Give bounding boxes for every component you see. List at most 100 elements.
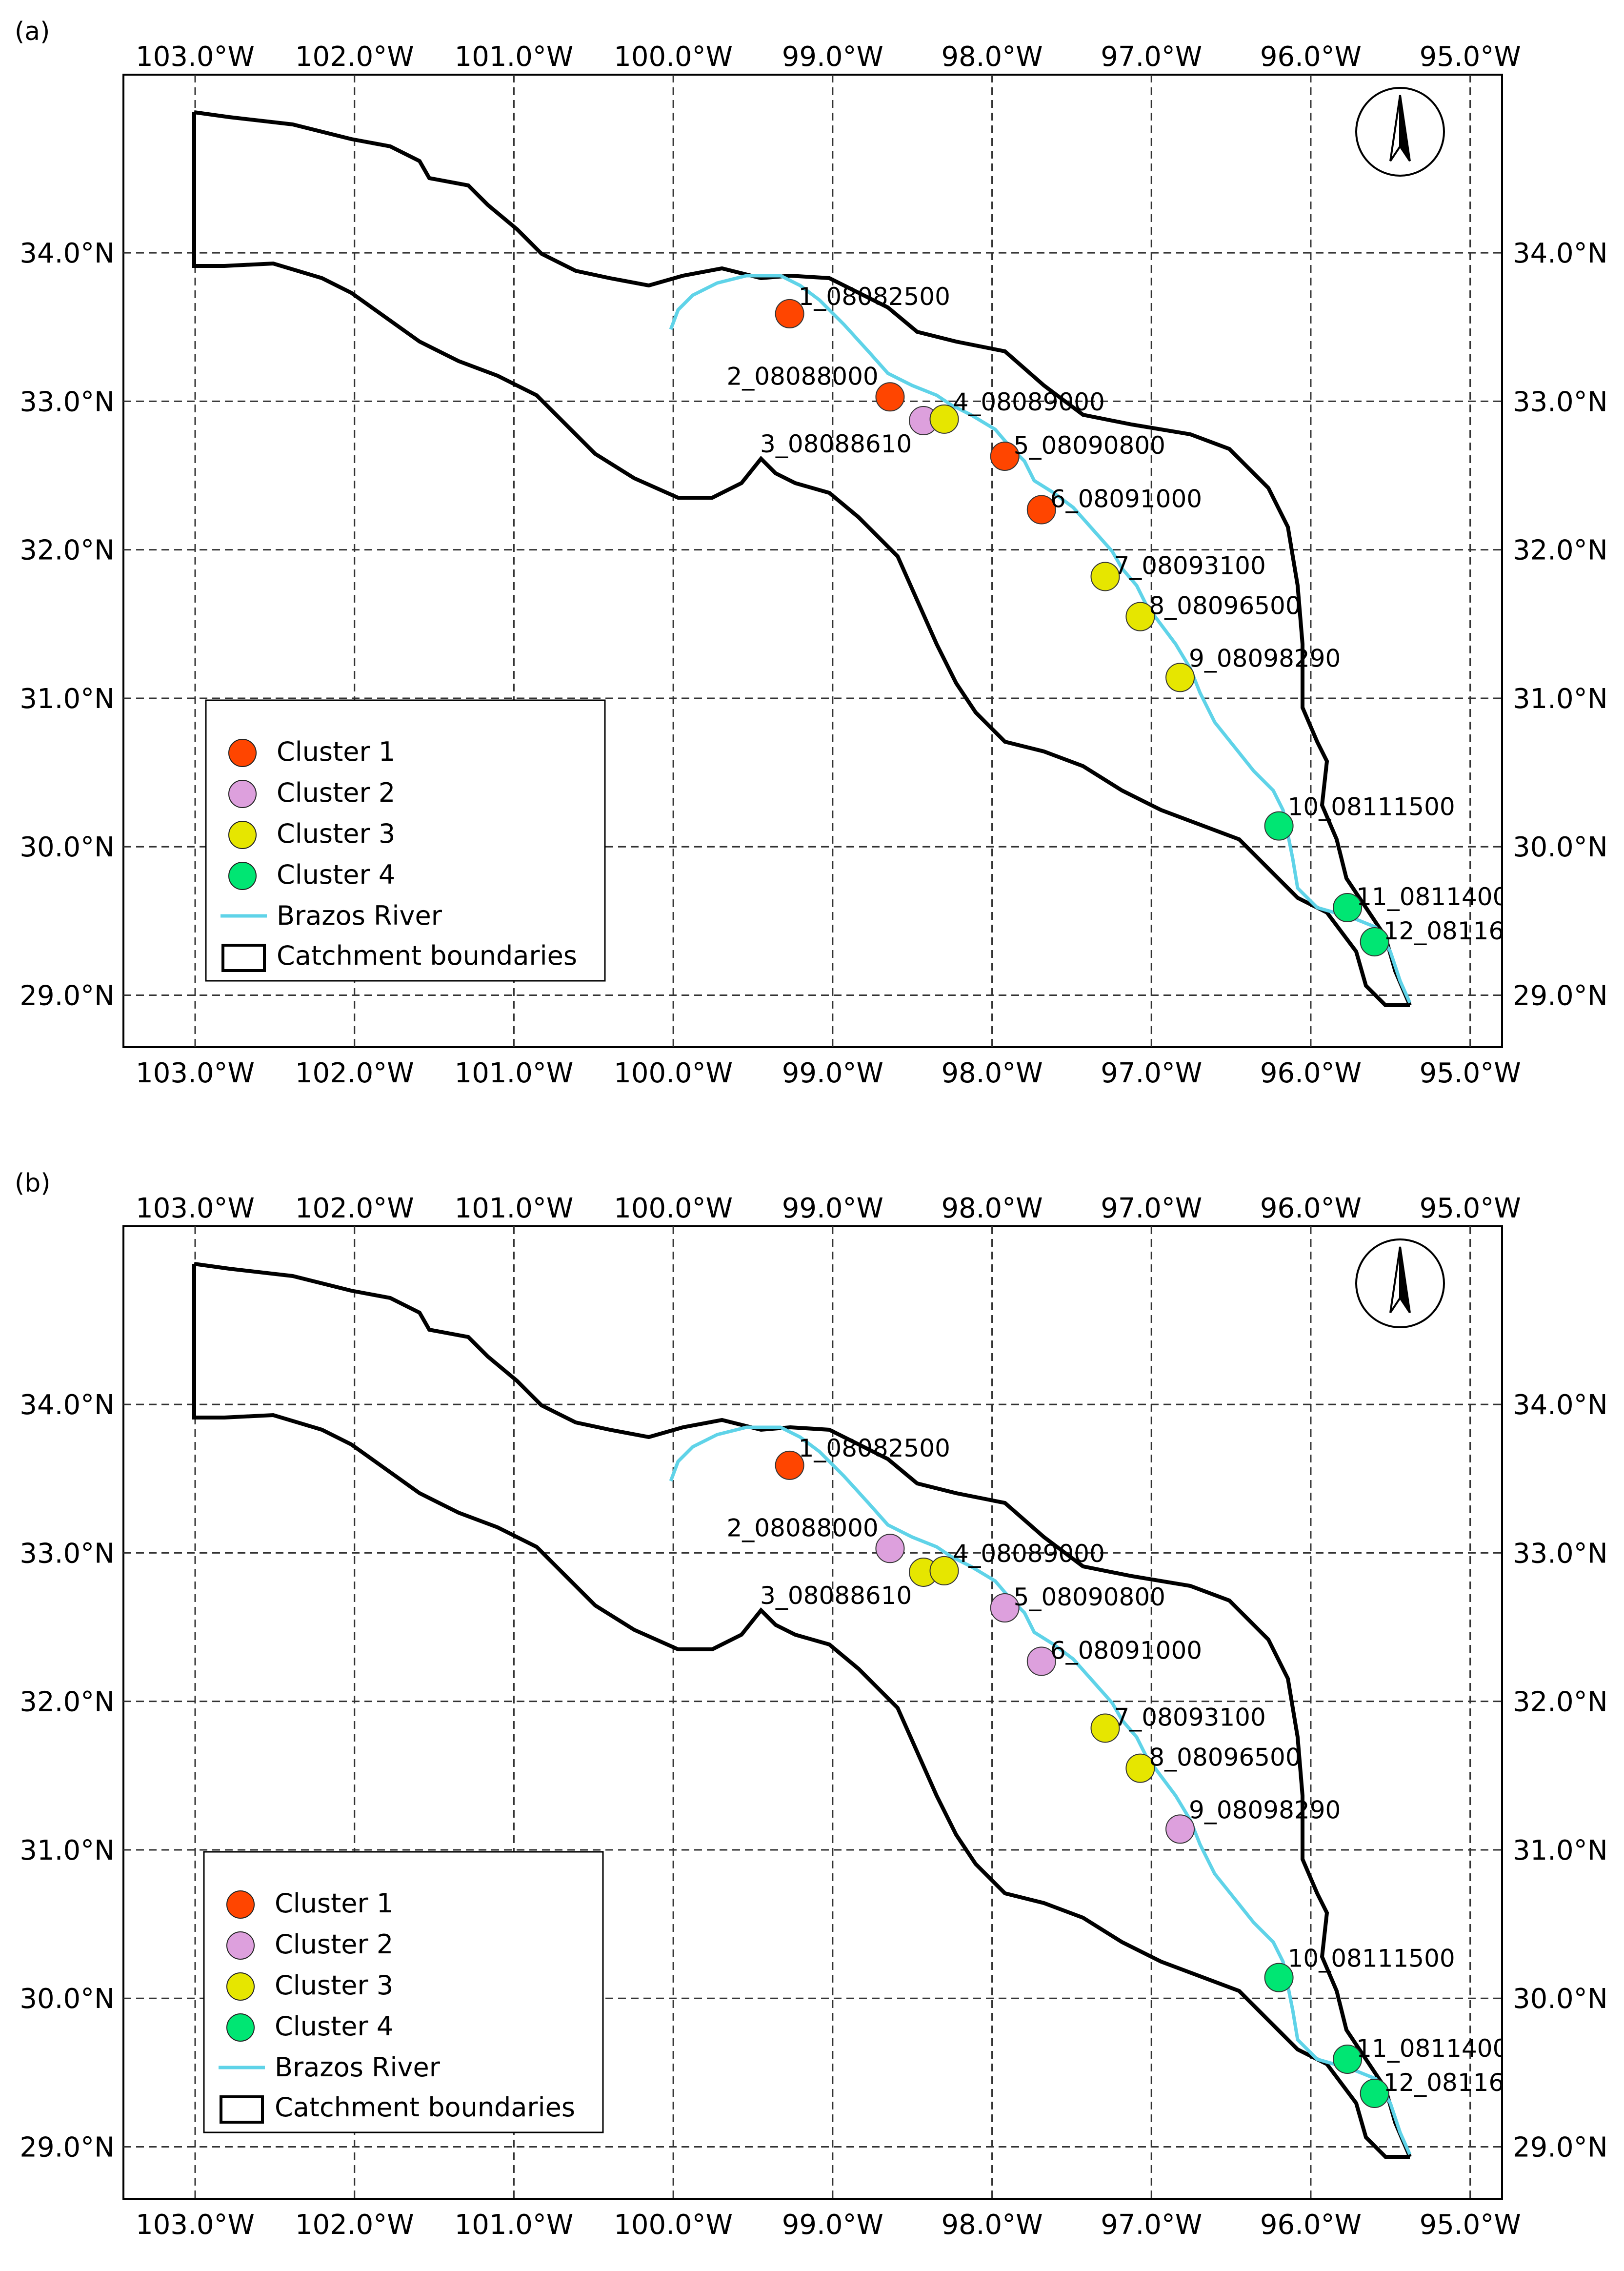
longitude-tick-label: 100.0°W [614, 2209, 733, 2241]
longitude-tick-label: 100.0°W [614, 1057, 733, 1089]
station-marker[interactable] [1264, 811, 1294, 841]
station-marker[interactable] [775, 1450, 804, 1480]
station-marker[interactable] [1333, 892, 1363, 922]
longitude-tick-label: 103.0°W [136, 1057, 255, 1089]
longitude-tick-label: 102.0°W [295, 2209, 414, 2241]
station-marker[interactable] [1165, 1814, 1195, 1844]
latitude-tick-label: 30.0°N [1513, 831, 1608, 863]
latitude-tick-label: 29.0°N [20, 2132, 115, 2164]
latitude-tick-label: 29.0°N [1513, 980, 1608, 1012]
legend-boundary-label: Catchment boundaries [277, 940, 577, 971]
brazos-river-line [669, 1425, 1412, 2155]
station-label: 4_08089000 [953, 388, 1105, 416]
station-marker[interactable] [1360, 927, 1389, 956]
catchment-boundary-north [194, 110, 1412, 1006]
longitude-tick-label: 103.0°W [136, 1193, 255, 1224]
panel-label: (a) [15, 17, 50, 46]
station-marker[interactable] [1165, 663, 1195, 692]
station-marker[interactable] [1360, 2078, 1389, 2108]
longitude-tick-label: 97.0°W [1101, 41, 1202, 73]
longitude-tick-label: 98.0°W [942, 2209, 1043, 2241]
latitude-tick-label: 33.0°N [1513, 386, 1608, 418]
latitude-tick-label: 32.0°N [1513, 535, 1608, 567]
station-label: 8_08096500 [1149, 592, 1301, 620]
latitude-tick-label: 30.0°N [20, 1983, 115, 2015]
legend-river-label: Brazos River [275, 2052, 441, 2083]
station-marker[interactable] [1026, 1646, 1056, 1676]
station-label: 3_08088610 [760, 1582, 912, 1610]
station-marker[interactable] [1264, 1963, 1294, 1992]
legend-cluster-4-marker [228, 862, 257, 890]
station-label: 5_08090800 [1014, 431, 1165, 460]
station-marker[interactable] [1090, 562, 1120, 591]
latitude-tick-label: 31.0°N [1513, 683, 1608, 715]
longitude-tick-label: 96.0°W [1260, 1193, 1362, 1224]
station-label: 8_08096500 [1149, 1744, 1301, 1772]
gauging-stations: 1_08082500 2_08088000 3_08088610 4_08089000… [726, 283, 1504, 956]
longitude-tick-label: 101.0°W [455, 1193, 574, 1224]
graticule [123, 1226, 1502, 2199]
longitude-tick-label: 99.0°W [782, 1057, 883, 1089]
graticule [123, 75, 1502, 1047]
station-label: 6_08091000 [1050, 485, 1202, 513]
station-label: 1_08082500 [799, 1434, 950, 1462]
station-label: 2_08088000 [726, 362, 878, 390]
latitude-tick-label: 34.0°N [20, 238, 115, 269]
station-marker[interactable] [1090, 1713, 1120, 1743]
station-marker[interactable] [1125, 602, 1155, 631]
station-marker[interactable] [1125, 1753, 1155, 1783]
legend-box [203, 1851, 604, 2133]
longitude-tick-label: 98.0°W [942, 41, 1043, 73]
legend-cluster-4-marker [226, 2013, 255, 2042]
station-label: 5_08090800 [1014, 1583, 1165, 1611]
longitude-tick-label: 98.0°W [942, 1057, 1043, 1089]
catchment-boundary-north [194, 1262, 1412, 2158]
legend: Cluster 1 Cluster 2 Cluster 3 Cluster 4 … [203, 1851, 604, 2133]
coordinate-ticks: 103.0°W 103.0°W 102.0°W 102.0°W 101.0°W 101.0… [20, 1193, 1607, 2241]
legend-cluster-2-marker [226, 1931, 255, 1960]
station-marker[interactable] [875, 1534, 905, 1563]
latitude-tick-label: 33.0°N [20, 386, 115, 418]
legend-cluster-1-label: Cluster 1 [277, 736, 395, 767]
legend-cluster-1-label: Cluster 1 [275, 1888, 393, 1919]
station-label: 6_08091000 [1050, 1637, 1202, 1665]
legend-cluster-2-marker [228, 780, 257, 808]
coordinate-ticks: 103.0°W 103.0°W 102.0°W 102.0°W 101.0°W 101.0… [20, 41, 1607, 1089]
station-label: 12_08116 [1383, 917, 1504, 945]
station-marker[interactable] [1333, 2044, 1363, 2074]
longitude-tick-label: 101.0°W [455, 1057, 574, 1089]
longitude-tick-label: 101.0°W [455, 41, 574, 73]
legend-cluster-1-marker [228, 739, 257, 767]
latitude-tick-label: 33.0°N [1513, 1538, 1608, 1569]
latitude-tick-label: 34.0°N [20, 1389, 115, 1421]
station-marker[interactable] [1026, 495, 1056, 525]
station-marker[interactable] [929, 1556, 959, 1585]
station-marker[interactable] [875, 382, 905, 412]
station-label: 2_08088000 [726, 1514, 878, 1542]
legend-cluster-1-marker [226, 1890, 255, 1919]
station-marker[interactable] [990, 1593, 1020, 1622]
station-marker[interactable] [929, 404, 959, 434]
legend-cluster-2-label: Cluster 2 [275, 1929, 393, 1960]
latitude-tick-label: 34.0°N [1513, 1389, 1608, 1421]
gauging-stations: 1_08082500 2_08088000 3_08088610 4_08089000… [726, 1434, 1504, 2108]
longitude-tick-label: 95.0°W [1420, 2209, 1521, 2241]
station-marker[interactable] [775, 299, 804, 328]
longitude-tick-label: 99.0°W [782, 2209, 883, 2241]
station-marker[interactable] [990, 441, 1020, 471]
brazos-river-line [669, 274, 1412, 1004]
longitude-tick-label: 95.0°W [1420, 1057, 1521, 1089]
map-frame [122, 1225, 1503, 2200]
station-label: 10_08111500 [1288, 1945, 1455, 1973]
longitude-tick-label: 95.0°W [1420, 41, 1521, 73]
legend-cluster-3-marker [226, 1972, 255, 2001]
longitude-tick-label: 101.0°W [455, 2209, 574, 2241]
longitude-tick-label: 96.0°W [1260, 41, 1362, 73]
north-arrow-icon [1355, 87, 1445, 177]
station-label: 12_08116 [1383, 2068, 1504, 2097]
legend-cluster-4-label: Cluster 4 [277, 859, 395, 890]
longitude-tick-label: 102.0°W [295, 41, 414, 73]
longitude-tick-label: 96.0°W [1260, 1057, 1362, 1089]
catchment-boundaries [192, 1262, 1412, 2159]
